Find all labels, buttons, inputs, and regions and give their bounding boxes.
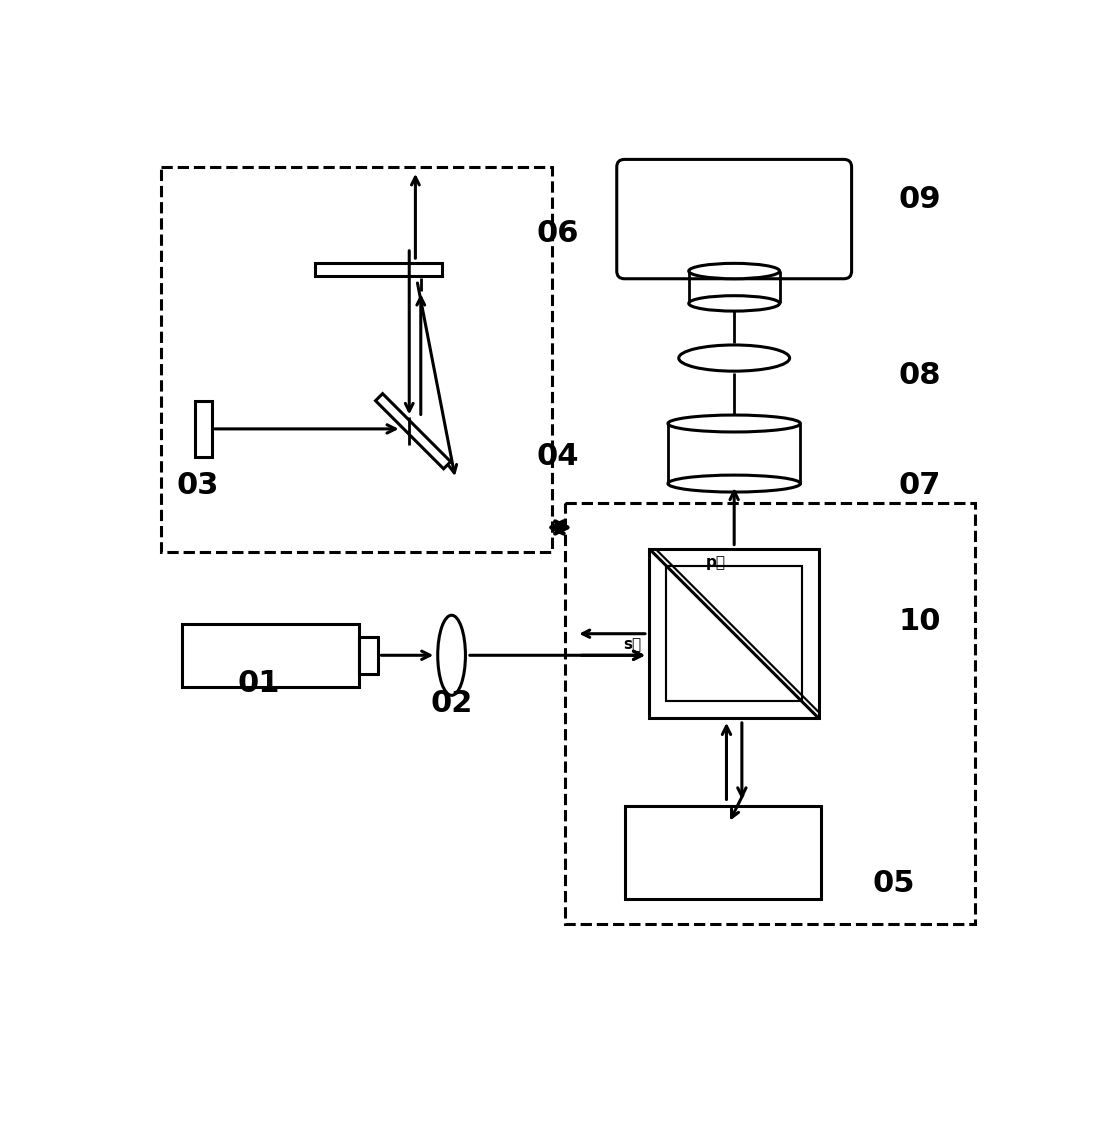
Ellipse shape bbox=[668, 475, 800, 492]
Text: 08: 08 bbox=[898, 360, 941, 390]
Text: 09: 09 bbox=[898, 185, 941, 213]
FancyBboxPatch shape bbox=[617, 159, 852, 279]
Ellipse shape bbox=[689, 295, 779, 311]
Text: p光: p光 bbox=[706, 555, 725, 569]
Ellipse shape bbox=[437, 615, 466, 695]
Text: 10: 10 bbox=[898, 606, 941, 636]
Ellipse shape bbox=[668, 416, 800, 432]
Ellipse shape bbox=[679, 345, 789, 371]
Text: 01: 01 bbox=[237, 668, 280, 697]
Text: 07: 07 bbox=[898, 471, 941, 500]
Text: s光: s光 bbox=[623, 637, 642, 652]
Text: 06: 06 bbox=[536, 219, 579, 248]
Text: 02: 02 bbox=[431, 688, 473, 718]
Text: 05: 05 bbox=[873, 869, 915, 897]
Ellipse shape bbox=[689, 264, 779, 279]
Text: 03: 03 bbox=[177, 471, 219, 500]
Text: 04: 04 bbox=[536, 442, 579, 472]
